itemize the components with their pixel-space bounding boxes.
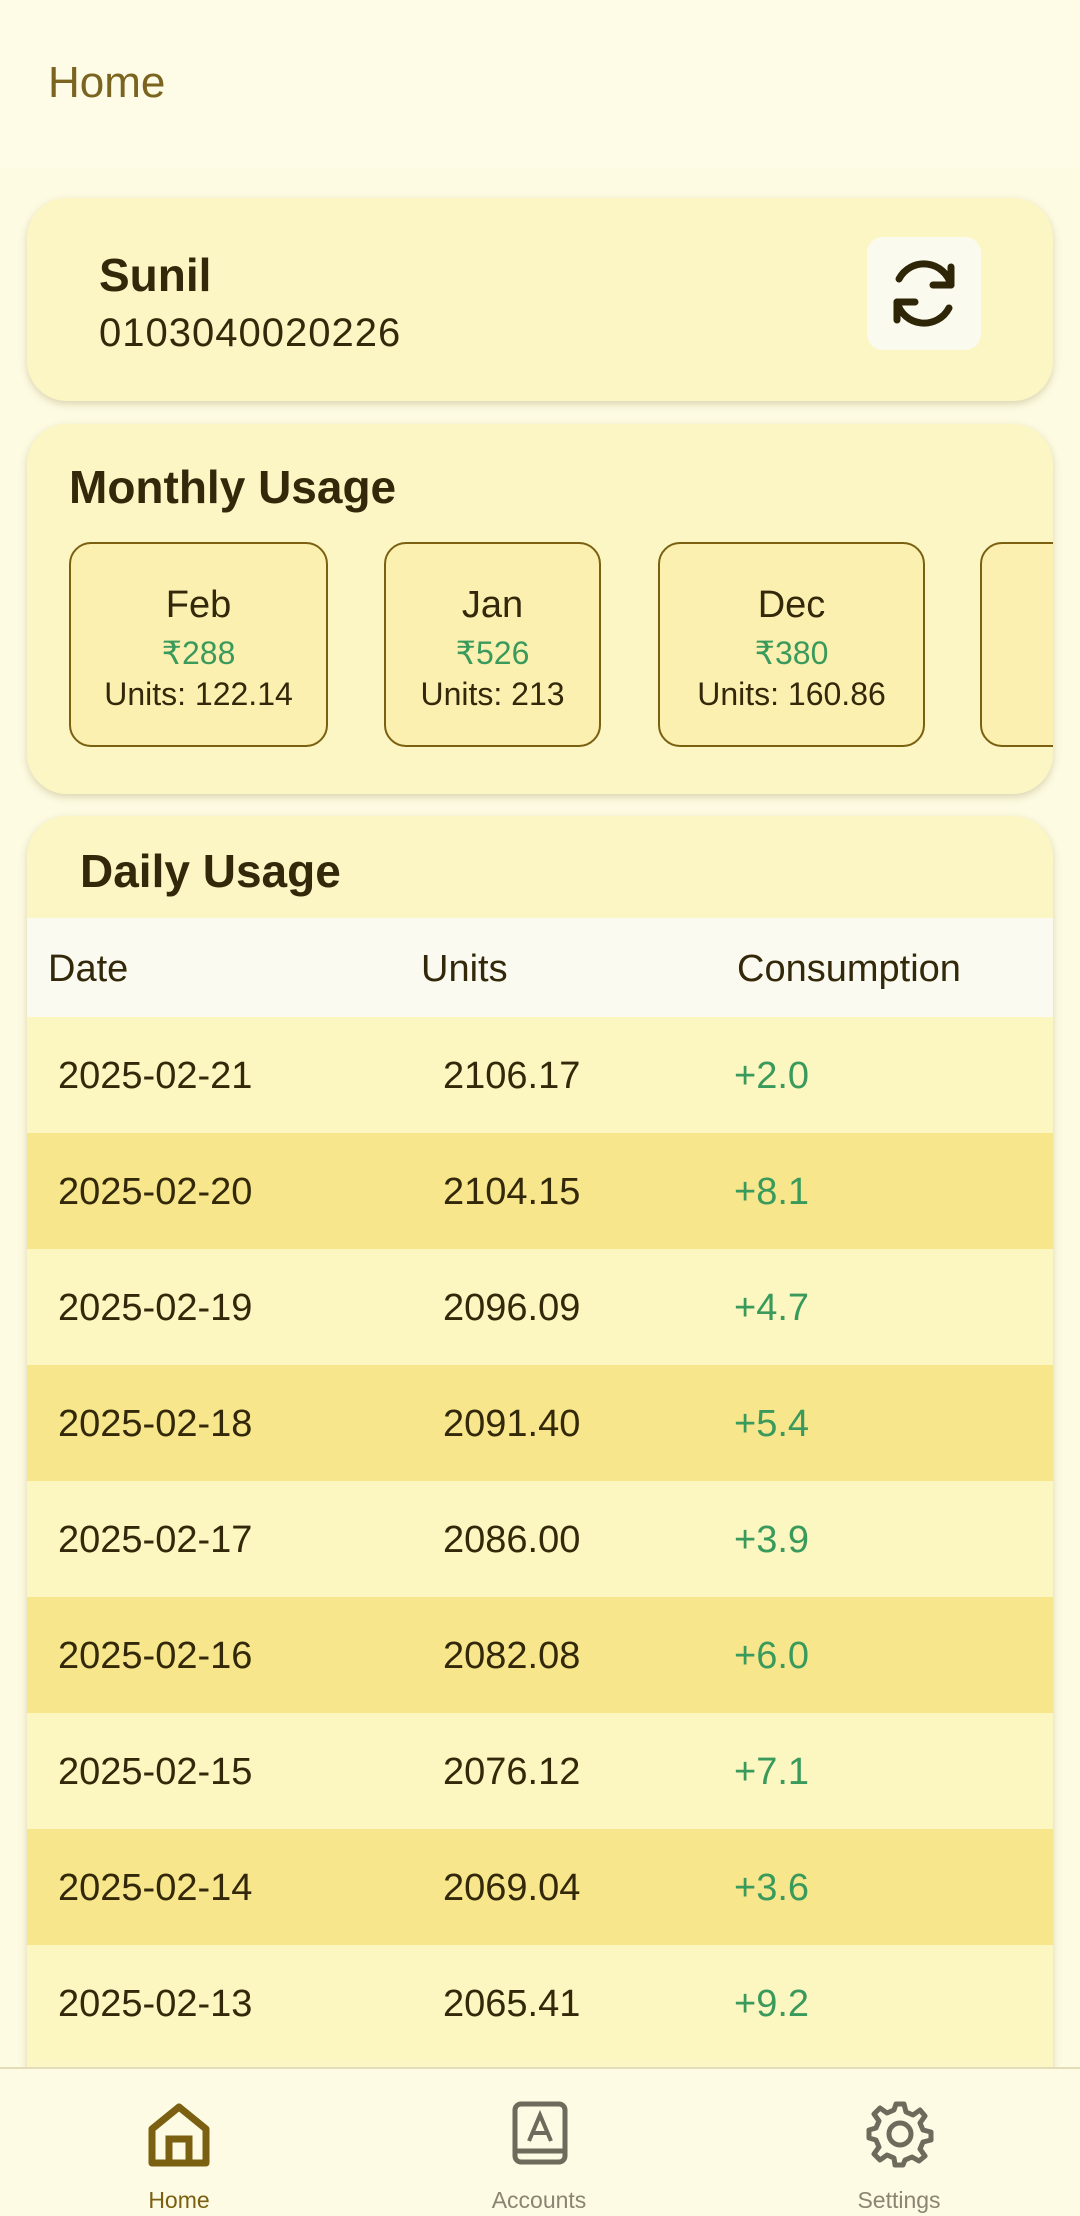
daily-card: Daily Usage Date Units Consumption 2025-02…: [27, 816, 1053, 2116]
table-cell: 2096.09: [443, 1287, 581, 1329]
table-row: 2025-02-17 2086.00 +3.9: [27, 1481, 1053, 1597]
account-card: Sunil 0103040020226: [27, 198, 1053, 401]
section-title: Daily Usage: [80, 845, 341, 897]
month-card[interactable]: Jan ₹526 Units: 213: [384, 542, 601, 747]
refresh-button[interactable]: [867, 237, 981, 350]
table-cell: 2025-02-20: [58, 1171, 253, 1213]
table-row: 2025-02-15 2076.12 +7.1: [27, 1713, 1053, 1829]
table-cell: 2104.15: [443, 1171, 581, 1213]
app-bar: Home: [0, 0, 1080, 167]
table-row: 2025-02-13 2065.41 +9.2: [27, 1945, 1053, 2061]
table-cell: 2086.00: [443, 1519, 581, 1561]
table-cell: +2.0: [734, 1055, 810, 1097]
table-cell: 2025-02-21: [58, 1055, 253, 1097]
column-header: Date: [48, 948, 129, 990]
settings-icon[interactable]: [865, 2099, 935, 2169]
table-cell: +5.4: [734, 1403, 810, 1445]
month-amount: ₹380: [754, 635, 829, 671]
app-title: Home: [48, 58, 166, 107]
month-card[interactable]: Feb ₹288 Units: 122.14: [69, 542, 328, 747]
table-cell: +8.1: [734, 1171, 810, 1213]
table-cell: 2025-02-19: [58, 1287, 253, 1329]
bottom-nav: Home Accounts Settings: [0, 2067, 1080, 2216]
table-cell: 2082.08: [443, 1635, 581, 1677]
table-cell: 2025-02-16: [58, 1635, 253, 1677]
table-cell: +9.2: [734, 1983, 810, 2025]
table-header: Date Units Consumption: [27, 918, 1053, 1017]
month-units: Units: 122.14: [104, 676, 293, 712]
section-title: Monthly Usage: [69, 461, 397, 513]
column-header: Units: [421, 948, 508, 990]
table-cell: +4.7: [734, 1287, 810, 1329]
account-name: Sunil: [99, 249, 212, 301]
home-icon[interactable]: [144, 2099, 214, 2169]
table-cell: 2076.12: [443, 1751, 581, 1793]
monthly-card: Monthly Usage Feb ₹288 Units: 122.14 Jan ₹52…: [27, 424, 1053, 794]
nav-label[interactable]: Accounts: [491, 2187, 587, 2213]
table-cell: 2069.04: [443, 1867, 581, 1909]
table-cell: +7.1: [734, 1751, 810, 1793]
account-number: 0103040020226: [99, 311, 402, 355]
month-amount: ₹288: [161, 635, 236, 671]
table-row: 2025-02-14 2069.04 +3.6: [27, 1829, 1053, 1945]
month-units: Units: 213: [420, 676, 565, 712]
month-card[interactable]: [980, 542, 1053, 747]
refresh-icon: [893, 260, 955, 327]
month-name: Feb: [165, 584, 232, 626]
month-name: Dec: [757, 584, 826, 626]
table-cell: 2025-02-17: [58, 1519, 253, 1561]
table-cell: 2025-02-14: [58, 1867, 253, 1909]
column-header: Consumption: [737, 948, 961, 990]
table-cell: 2065.41: [443, 1983, 581, 2025]
month-units: Units: 160.86: [697, 676, 886, 712]
table-row: 2025-02-19 2096.09 +4.7: [27, 1249, 1053, 1365]
month-name: Jan: [461, 584, 524, 626]
month-amount: ₹526: [455, 635, 530, 671]
table-row: 2025-02-20 2104.15 +8.1: [27, 1133, 1053, 1249]
table-cell: +3.6: [734, 1867, 810, 1909]
table-row: 2025-02-18 2091.40 +5.4: [27, 1365, 1053, 1481]
nav-label[interactable]: Settings: [857, 2187, 941, 2213]
table-cell: +3.9: [734, 1519, 810, 1561]
table-cell: 2025-02-13: [58, 1983, 253, 2025]
table-row: 2025-02-21 2106.17 +2.0: [27, 1017, 1053, 1133]
table-row: 2025-02-16 2082.08 +6.0: [27, 1597, 1053, 1713]
accounts-icon[interactable]: [505, 2099, 575, 2169]
table-cell: +6.0: [734, 1635, 810, 1677]
nav-label[interactable]: Home: [148, 2187, 210, 2213]
table-cell: 2106.17: [443, 1055, 581, 1097]
month-card[interactable]: Dec ₹380 Units: 160.86: [658, 542, 925, 747]
table-cell: 2025-02-15: [58, 1751, 253, 1793]
table-cell: 2091.40: [443, 1403, 581, 1445]
table-cell: 2025-02-18: [58, 1403, 253, 1445]
